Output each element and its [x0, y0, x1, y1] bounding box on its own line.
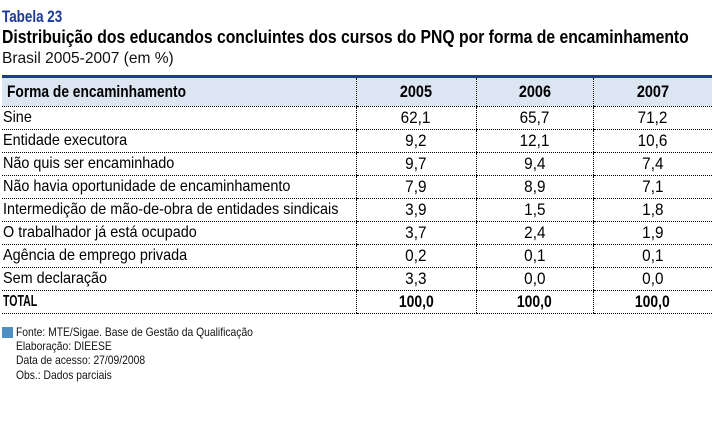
- source-line: Fonte: MTE/Sigae. Base de Gestão da Qual…: [16, 325, 253, 339]
- value-2007: 7,4: [592, 152, 712, 176]
- value-2005: 62,1: [355, 106, 476, 130]
- value-2006: 12,1: [475, 129, 593, 153]
- row-label: Agência de emprego privada: [2, 244, 356, 268]
- value-2005: 3,9: [355, 198, 476, 222]
- value-2006: 2,4: [475, 221, 593, 245]
- row-label: Intermedição de mão-de-obra de entidades…: [2, 198, 356, 222]
- value-2006: 100,0: [475, 290, 593, 314]
- table-body: Sine 62,1 65,7 71,2 Entidade executora 9,2 12,…: [2, 106, 712, 314]
- table-header-row: Forma de encaminhamento 2005 2006 2007: [2, 76, 712, 107]
- value-2005: 9,2: [355, 129, 476, 153]
- row-label: Não quis ser encaminhado: [2, 152, 356, 176]
- table-row: Agência de emprego privada 0,2 0,1 0,1: [2, 244, 712, 268]
- table-row: Intermedição de mão-de-obra de entidades…: [2, 198, 712, 222]
- table-row: O trabalhador já está ocupado 3,7 2,4 1,9: [2, 221, 712, 245]
- source-swatch-icon: [2, 326, 13, 338]
- access-date-line: Data de acesso: 27/09/2008: [16, 353, 146, 368]
- value-2006: 9,4: [475, 152, 593, 176]
- value-2005: 3,3: [355, 267, 476, 291]
- value-2005: 3,7: [355, 221, 476, 245]
- value-2005: 100,0: [355, 290, 476, 314]
- row-label: Sem declaração: [2, 267, 356, 291]
- page-subtitle-text: Brasil 2005-2007 (em %): [2, 50, 174, 67]
- page-subtitle: Brasil 2005-2007 (em %): [2, 50, 179, 67]
- value-2007: 10,6: [592, 129, 712, 153]
- elaboration-line: Elaboração: DIEESE: [16, 339, 112, 354]
- value-2005: 9,7: [355, 152, 476, 176]
- value-2005: 0,2: [355, 244, 476, 268]
- row-label: Sine: [2, 106, 356, 130]
- value-2006: 8,9: [475, 175, 593, 199]
- value-2007: 1,9: [592, 221, 712, 245]
- value-2007: 1,8: [592, 198, 712, 222]
- value-2006: 0,1: [475, 244, 593, 268]
- value-2005: 7,9: [355, 175, 476, 199]
- column-header-2007: 2007: [592, 76, 712, 107]
- table-row: Entidade executora 9,2 12,1 10,6: [2, 129, 712, 153]
- value-2007: 100,0: [592, 290, 712, 314]
- page-title-text: Distribuição dos educandos concluintes d…: [2, 26, 689, 47]
- value-2007: 71,2: [592, 106, 712, 130]
- table-total-row: TOTAL 100,0 100,0 100,0: [2, 290, 712, 314]
- source-note-block: Fonte: MTE/Sigae. Base de Gestão da Qual…: [2, 325, 291, 382]
- value-2007: 0,0: [592, 267, 712, 291]
- table-row: Não havia oportunidade de encaminhamento…: [2, 175, 712, 199]
- value-2007: 0,1: [592, 244, 712, 268]
- table-row: Sine 62,1 65,7 71,2: [2, 106, 712, 130]
- row-label: Entidade executora: [2, 129, 356, 153]
- note-line: Obs.: Dados parciais: [16, 367, 112, 382]
- data-table: Forma de encaminhamento 2005 2006 2007 S…: [2, 75, 712, 314]
- value-2006: 0,0: [475, 267, 593, 291]
- row-label: TOTAL: [2, 290, 356, 314]
- table-number-text: Tabela 23: [2, 7, 63, 26]
- value-2007: 7,1: [592, 175, 712, 199]
- table-number-label: Tabela 23: [2, 7, 78, 26]
- column-header-label: Forma de encaminhamento: [2, 76, 356, 107]
- page-title: Distribuição dos educandos concluintes d…: [2, 26, 716, 47]
- table-row: Não quis ser encaminhado 9,7 9,4 7,4: [2, 152, 712, 176]
- table-row: Sem declaração 3,3 0,0 0,0: [2, 267, 712, 291]
- row-label: O trabalhador já está ocupado: [2, 221, 356, 245]
- value-2006: 65,7: [475, 106, 593, 130]
- value-2006: 1,5: [475, 198, 593, 222]
- column-header-2005: 2005: [355, 76, 476, 107]
- column-header-2006: 2006: [475, 76, 593, 107]
- table-header: Forma de encaminhamento 2005 2006 2007: [2, 76, 712, 107]
- row-label: Não havia oportunidade de encaminhamento: [2, 175, 356, 199]
